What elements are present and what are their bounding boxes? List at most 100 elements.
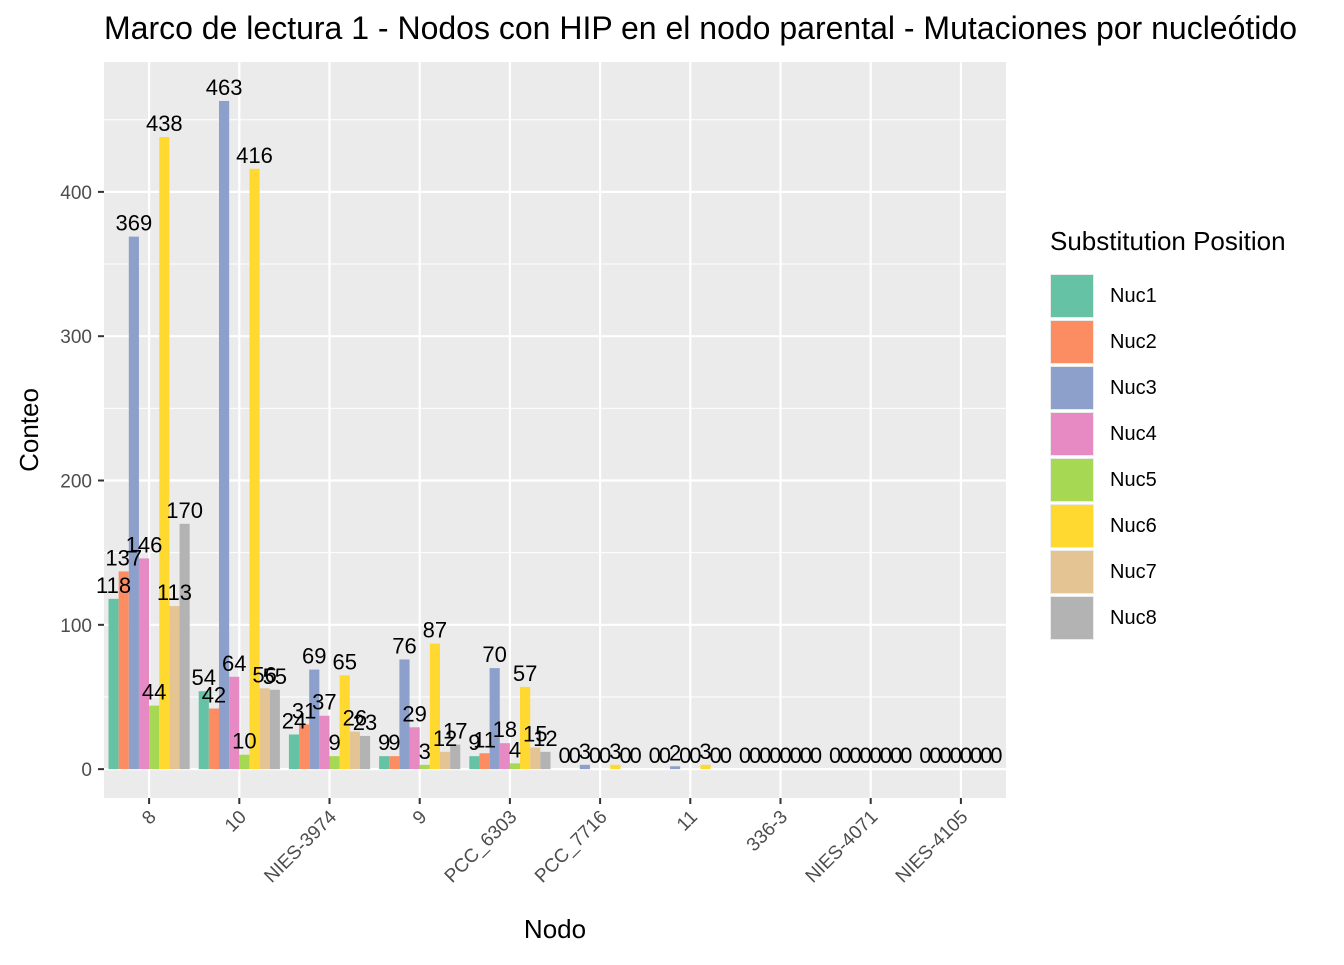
data-label: 0 <box>659 743 671 768</box>
x-tick-label: 10 <box>221 807 251 837</box>
y-tick-label: 0 <box>81 760 92 781</box>
bar <box>269 689 280 770</box>
bar <box>169 606 180 770</box>
data-label: 18 <box>493 717 517 742</box>
data-label: 0 <box>720 743 732 768</box>
data-label: 0 <box>839 743 851 768</box>
bar <box>610 764 621 770</box>
legend-title: Substitution Position <box>1050 226 1286 256</box>
data-label: 56 <box>252 662 276 687</box>
bar <box>579 764 590 770</box>
data-label: 3 <box>579 739 591 764</box>
legend-item: Nuc3 <box>1050 365 1286 411</box>
bar <box>520 686 531 770</box>
y-tick-label: 300 <box>60 327 92 348</box>
data-label: 12 <box>433 726 457 751</box>
data-label: 3 <box>419 739 431 764</box>
data-label: 76 <box>392 633 416 658</box>
data-label: 54 <box>192 665 216 690</box>
legend-rows: Nuc1 Nuc2 Nuc3 Nuc4 Nuc5 Nuc6 Nuc7 Nuc8 <box>1050 273 1286 641</box>
bar <box>359 735 371 770</box>
bar <box>249 168 260 770</box>
data-label: 17 <box>443 719 467 744</box>
data-label: 0 <box>619 743 631 768</box>
legend-label: Nuc3 <box>1110 376 1157 399</box>
data-label: 9 <box>468 730 480 755</box>
bar <box>138 558 150 770</box>
bar <box>429 643 440 770</box>
data-label: 0 <box>749 743 761 768</box>
data-label: 12 <box>533 726 557 751</box>
data-label: 69 <box>302 644 326 669</box>
legend-item: Nuc8 <box>1050 595 1286 641</box>
data-label: 0 <box>919 743 931 768</box>
data-label: 0 <box>849 743 861 768</box>
data-label: 369 <box>116 211 153 236</box>
data-label: 0 <box>769 743 781 768</box>
data-label: 0 <box>790 743 802 768</box>
bar <box>179 523 190 770</box>
data-label: 3 <box>699 739 711 764</box>
data-label: 11 <box>473 727 496 752</box>
legend-label: Nuc6 <box>1110 514 1157 537</box>
x-tick-label: 336-3 <box>743 807 792 856</box>
data-label: 146 <box>126 532 163 557</box>
data-label: 57 <box>513 661 537 686</box>
data-label: 0 <box>929 743 941 768</box>
data-label: 0 <box>900 743 912 768</box>
data-label: 0 <box>599 743 611 768</box>
data-label: 137 <box>105 545 142 570</box>
data-label: 87 <box>423 618 447 643</box>
bar <box>419 764 430 770</box>
legend-swatch <box>1050 274 1094 318</box>
bar <box>239 754 250 770</box>
legend-label: Nuc1 <box>1110 284 1157 307</box>
bar <box>439 751 451 770</box>
data-label: 64 <box>222 651 246 676</box>
data-label: 170 <box>166 498 203 523</box>
data-label: 0 <box>710 743 722 768</box>
chart-title: Marco de lectura 1 - Nodos con HIP en el… <box>104 10 1297 46</box>
data-label: 0 <box>800 743 812 768</box>
data-label: 26 <box>343 706 367 731</box>
data-label: 0 <box>890 743 902 768</box>
data-label: 0 <box>779 743 791 768</box>
data-label: 2 <box>669 740 681 765</box>
data-label: 118 <box>96 573 131 598</box>
data-label: 37 <box>312 690 336 715</box>
x-tick-label: NIES-4071 <box>802 807 883 888</box>
data-label: 0 <box>990 743 1002 768</box>
data-label: 0 <box>829 743 841 768</box>
bar <box>530 747 541 770</box>
legend-swatch <box>1050 596 1094 640</box>
data-label: 24 <box>282 709 306 734</box>
bar <box>540 751 551 770</box>
x-tick-label: 8 <box>138 807 160 829</box>
bar <box>319 715 330 770</box>
bar <box>259 688 270 770</box>
data-label: 23 <box>353 710 377 735</box>
data-label: 31 <box>292 698 316 723</box>
legend-label: Nuc5 <box>1110 468 1157 491</box>
data-label: 113 <box>157 580 192 605</box>
y-axis-title: Conteo <box>14 388 44 472</box>
data-label: 0 <box>558 743 570 768</box>
legend-swatch <box>1050 366 1094 410</box>
bar <box>288 734 300 770</box>
data-label: 438 <box>146 111 183 136</box>
bar <box>309 669 320 770</box>
legend-item: Nuc4 <box>1050 411 1286 457</box>
bar <box>409 727 420 770</box>
legend-item: Nuc2 <box>1050 319 1286 365</box>
bar <box>159 137 170 770</box>
legend-item: Nuc5 <box>1050 457 1286 503</box>
data-label: 0 <box>589 743 601 768</box>
data-label: 0 <box>629 743 641 768</box>
legend-item: Nuc6 <box>1050 503 1286 549</box>
data-label: 0 <box>960 743 972 768</box>
x-axis-title: Nodo <box>524 914 586 944</box>
bar <box>149 705 160 770</box>
data-label: 0 <box>870 743 882 768</box>
bar <box>108 598 119 770</box>
